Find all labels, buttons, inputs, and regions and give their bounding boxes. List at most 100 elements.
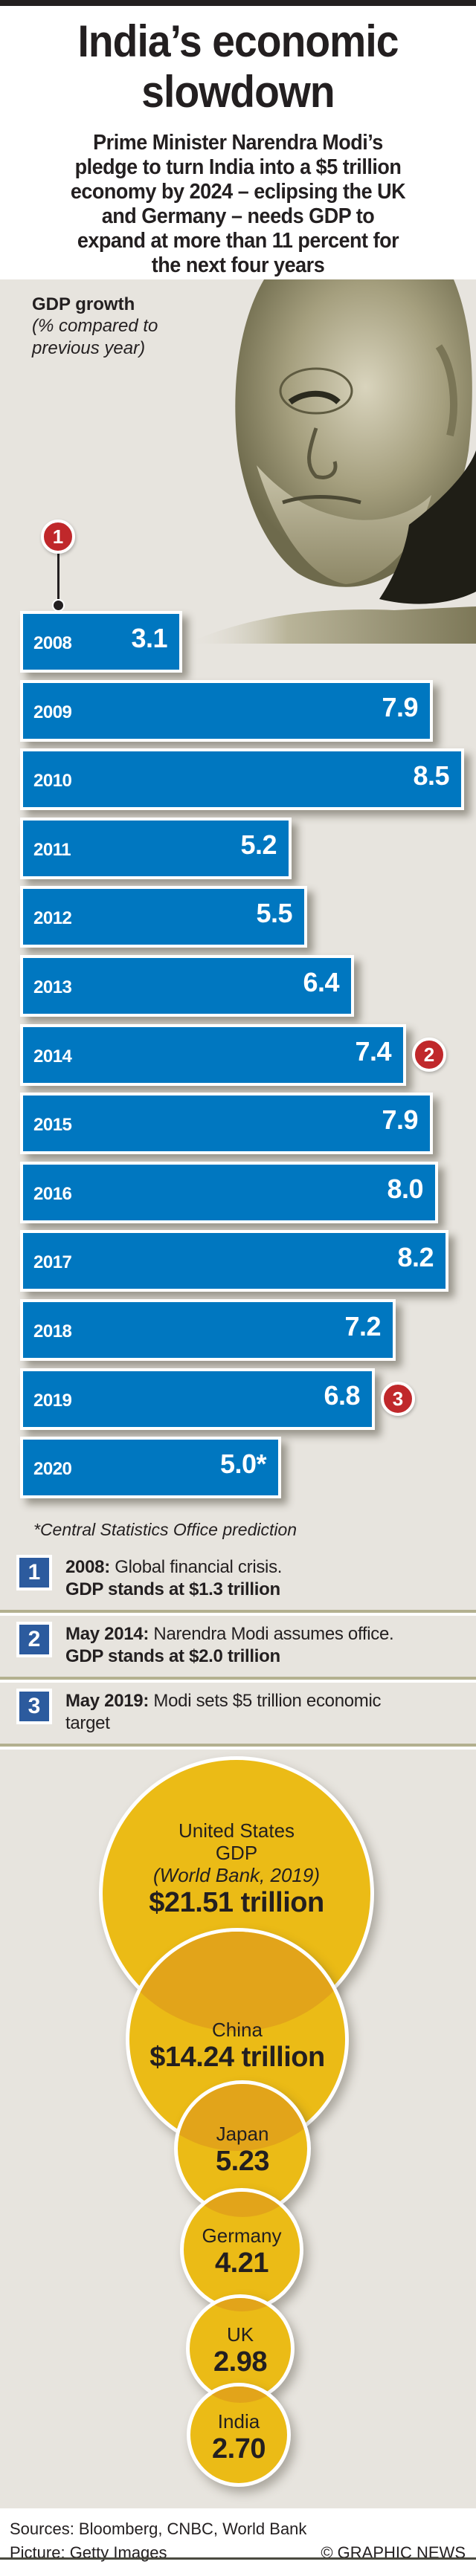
sources: Sources: Bloomberg, CNBC, World Bank xyxy=(10,2520,307,2538)
key-line: 2008: Global financial crisis. xyxy=(65,1556,467,1579)
bubble-metric: GDP xyxy=(215,1842,258,1864)
chart-subtitle: (% compared to previous year) xyxy=(32,315,158,360)
bubble-value: $21.51 trillion xyxy=(149,1887,324,1918)
bar-category-label: 2011 xyxy=(33,839,71,860)
bar-category-label: 2009 xyxy=(33,702,72,722)
divider xyxy=(0,1744,476,1750)
footer-rule xyxy=(0,2557,476,2560)
key-number-badge: 1 xyxy=(16,1555,52,1590)
bubble-value: 2.98 xyxy=(213,2346,267,2378)
key-detail: GDP stands at $2.0 trillion xyxy=(65,1646,280,1666)
annotation-leader-line xyxy=(57,551,60,603)
bar-value-label: 6.8 xyxy=(324,1379,360,1411)
annotation-marker-1: 1 xyxy=(41,520,75,554)
annotation-leader-dot xyxy=(52,599,65,612)
bubble-overlap xyxy=(184,2192,300,2217)
key-line: May 2019: Modi sets $5 trillion economic xyxy=(65,1690,467,1712)
bar-2013: 2013 6.4 xyxy=(20,955,354,1017)
bubble-label: China $14.24 trillion xyxy=(129,2019,345,2074)
gdp-comparison-bubbles: United States GDP (World Bank, 2019) $21… xyxy=(0,1709,476,2505)
bubble-overlap xyxy=(129,1932,345,2031)
key-detail: target xyxy=(65,1713,110,1733)
bar-category-label: 2010 xyxy=(33,771,72,792)
subtitle-line: expand at more than 11 percent for xyxy=(77,229,399,253)
bar-2008: 2008 3.1 xyxy=(20,611,182,673)
portrait-photo-svg xyxy=(186,279,476,644)
footer: Sources: Bloomberg, CNBC, World Bank Pic… xyxy=(0,2508,476,2576)
bubble-germany: Germany 4.21 xyxy=(180,2188,303,2311)
bar-value-label: 8.2 xyxy=(397,1242,434,1273)
bar-category-label: 2017 xyxy=(33,1252,72,1273)
bar-2012: 2012 5.5 xyxy=(20,886,307,948)
key-line: target xyxy=(65,1712,467,1735)
bar-category-label: 2014 xyxy=(33,1046,72,1067)
bar-value-label: 5.0* xyxy=(219,1449,267,1480)
bar-category-label: 2013 xyxy=(33,977,72,997)
bar-2014: 2014 7.4 xyxy=(20,1023,406,1086)
bar-2016: 2016 8.0 xyxy=(20,1161,438,1223)
divider xyxy=(0,1677,476,1683)
bar-2019: 2019 6.8 xyxy=(20,1368,375,1430)
key-description: Global financial crisis. xyxy=(109,1557,283,1577)
bubble-label: United States GDP (World Bank, 2019) $21… xyxy=(103,1819,370,1919)
bubble-label: India 2.70 xyxy=(190,2410,287,2465)
chart-subtitle-line: previous year) xyxy=(32,338,146,358)
bar-value-label: 5.5 xyxy=(256,898,292,929)
bar-category-label: 2020 xyxy=(33,1459,72,1480)
bar-value-label: 6.4 xyxy=(303,967,339,997)
bar-2011: 2011 5.2 xyxy=(20,817,292,879)
key-item: 3 May 2019: Modi sets $5 trillion econom… xyxy=(0,1680,476,1748)
subtitle-line: and Germany – needs GDP to xyxy=(101,204,375,228)
subtitle-line: the next four years xyxy=(151,253,325,277)
bubble-country: India xyxy=(217,2410,260,2433)
bubble-india: India 2.70 xyxy=(187,2383,291,2487)
bubble-value: 2.70 xyxy=(212,2433,266,2465)
bar-2017: 2017 8.2 xyxy=(20,1230,448,1292)
bar-2020: 2020 5.0* xyxy=(20,1437,281,1499)
footnote: *Central Statistics Office prediction xyxy=(33,1520,298,1539)
bubble-overlap xyxy=(190,2386,287,2403)
picture-credit: Picture: Getty Images xyxy=(10,2543,167,2562)
bubble-label: Germany 4.21 xyxy=(184,2224,300,2279)
copyright: © GRAPHIC NEWS xyxy=(321,2543,466,2562)
bubble-country: China xyxy=(212,2019,263,2041)
bar-value-label: 7.9 xyxy=(382,691,418,722)
key-item: 1 2008: Global financial crisis. GDP sta… xyxy=(0,1546,476,1614)
bar-category-label: 2015 xyxy=(33,1115,72,1136)
key-number-badge: 3 xyxy=(16,1689,52,1724)
key-description: Modi sets $5 trillion economic xyxy=(149,1691,382,1711)
key-date: May 2014: xyxy=(65,1624,149,1644)
bar-value-label: 7.9 xyxy=(382,1104,418,1136)
key-text: 2008: Global financial crisis. GDP stand… xyxy=(65,1556,467,1601)
subtitle-line: pledge to turn India into a $5 trillion xyxy=(74,155,402,179)
title-line: India’s economic xyxy=(77,16,399,66)
bubble-value: 5.23 xyxy=(216,2146,269,2177)
bar-value-label: 8.5 xyxy=(413,760,449,792)
bubble-value: $14.24 trillion xyxy=(149,2042,325,2073)
chart-subtitle-line: (% compared to xyxy=(32,316,158,336)
annotation-marker-3: 3 xyxy=(381,1381,415,1416)
bar-value-label: 7.4 xyxy=(355,1035,391,1067)
bubble-label: Japan 5.23 xyxy=(178,2123,307,2178)
bar-2015: 2015 7.9 xyxy=(20,1093,433,1155)
page-title: India’s economic slowdown xyxy=(19,16,457,117)
key-date: 2008: xyxy=(65,1557,110,1577)
bar-value-label: 8.0 xyxy=(387,1173,423,1204)
bar-2010: 2010 8.5 xyxy=(20,748,464,811)
annotation-marker-2: 2 xyxy=(412,1037,446,1072)
subtitle: Prime Minister Narendra Modi’s pledge to… xyxy=(30,131,446,278)
bubble-value: 4.21 xyxy=(215,2247,268,2279)
bubble-country: Germany xyxy=(202,2224,282,2247)
subtitle-line: economy by 2024 – eclipsing the UK xyxy=(70,180,406,204)
chart-title: GDP growth xyxy=(32,294,135,314)
key-text: May 2019: Modi sets $5 trillion economic… xyxy=(65,1690,467,1735)
bubble-label: UK 2.98 xyxy=(190,2323,291,2378)
bubble-source: (World Bank, 2019) xyxy=(153,1864,320,1886)
bar-category-label: 2016 xyxy=(33,1183,72,1204)
key-line: GDP stands at $2.0 trillion xyxy=(65,1645,467,1668)
key-detail: GDP stands at $1.3 trillion xyxy=(65,1579,280,1599)
bar-2018: 2018 7.2 xyxy=(20,1299,396,1361)
bubble-country: UK xyxy=(226,2323,254,2346)
bar-2009: 2009 7.9 xyxy=(20,679,433,742)
top-rule xyxy=(0,0,476,6)
